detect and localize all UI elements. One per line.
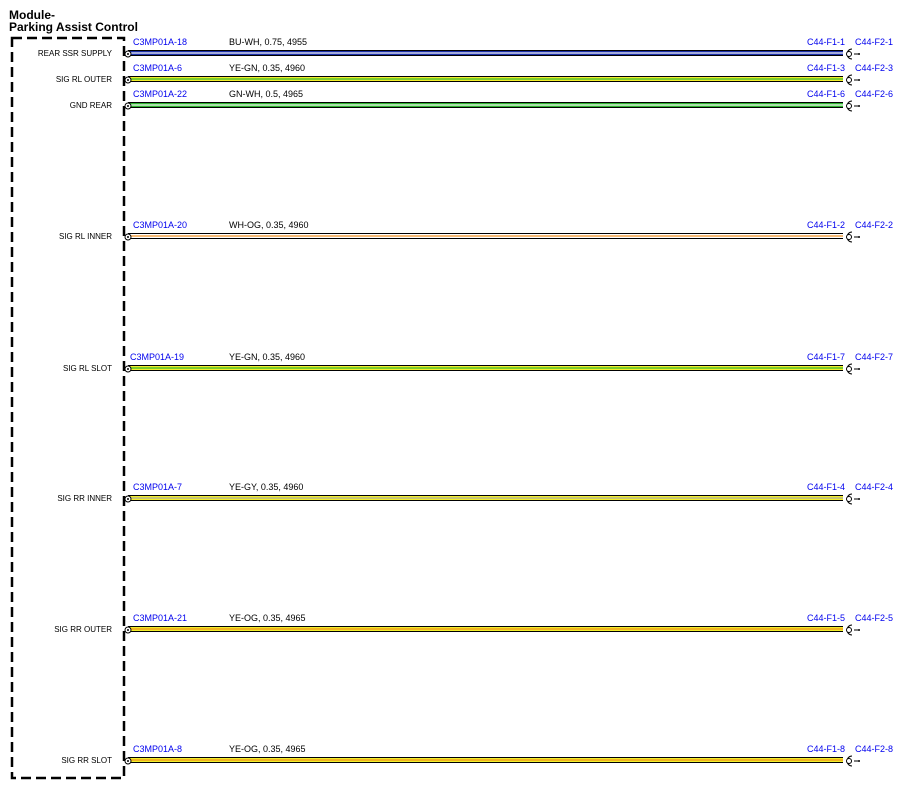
wire-stripe-color [128,759,843,761]
connector-link-left[interactable]: C3MP01A-8 [133,744,183,754]
pin-terminal-dot-icon [127,53,129,55]
connector-lead-dot-icon [858,368,860,370]
pin-terminal-dot-icon [127,760,129,762]
connector-link-right-f1[interactable]: C44-F1-5 [806,613,845,623]
connector-link-right-f1[interactable]: C44-F1-2 [806,220,845,230]
connector-lead-dot-icon [858,53,860,55]
wire-spec-label: YE-GY, 0.35, 4960 [229,482,304,492]
pin-terminal-dot-icon [127,629,129,631]
pin-terminal-dot-icon [127,498,129,500]
connector-pin-icon [846,234,852,240]
wire-stripe-color [128,628,843,630]
connector-link-right-f2[interactable]: C44-F2-7 [854,352,893,362]
connector-pin-icon [846,758,852,764]
connector-link-right-f1[interactable]: C44-F1-6 [806,89,845,99]
pin-label: SIG RL SLOT [62,364,112,373]
pin-terminal-dot-icon [127,236,129,238]
wire-spec-label: YE-GN, 0.35, 4960 [229,63,306,73]
wire-stripe-color [128,497,843,499]
wire-spec-label: BU-WH, 0.75, 4955 [229,37,308,47]
wire-stripe-color [128,367,843,369]
connector-link-left[interactable]: C3MP01A-19 [130,352,185,362]
connector-pin-icon [846,51,852,57]
connector-link-right-f1[interactable]: C44-F1-4 [806,482,845,492]
pin-label: SIG RR OUTER [54,625,112,634]
module-title-line2: Parking Assist Control [9,20,138,34]
connector-link-right-f2[interactable]: C44-F2-6 [854,89,893,99]
connector-pin-icon [846,496,852,502]
pin-label: SIG RR SLOT [61,756,112,765]
connector-lead-dot-icon [858,105,860,107]
connector-link-left[interactable]: C3MP01A-6 [133,63,183,73]
connector-link-left[interactable]: C3MP01A-20 [133,220,188,230]
connector-lead-dot-icon [858,498,860,500]
connector-lead-dot-icon [858,760,860,762]
module-title-line1: Module- [9,8,55,22]
pin-label: SIG RL INNER [58,232,112,241]
connector-link-right-f1[interactable]: C44-F1-1 [806,37,845,47]
pin-label: GND REAR [69,101,112,110]
wire-spec-label: YE-OG, 0.35, 4965 [229,744,306,754]
wire-spec-label: GN-WH, 0.5, 4965 [229,89,304,99]
connector-link-left[interactable]: C3MP01A-22 [133,89,188,99]
wire-spec-label: WH-OG, 0.35, 4960 [229,220,309,230]
connector-link-right-f2[interactable]: C44-F2-2 [854,220,893,230]
connector-link-right-f2[interactable]: C44-F2-3 [854,63,893,73]
connector-link-right-f1[interactable]: C44-F1-3 [806,63,845,73]
connector-link-left[interactable]: C3MP01A-18 [133,37,188,47]
connector-link-right-f1[interactable]: C44-F1-8 [806,744,845,754]
connector-pin-icon [846,77,852,83]
module-boundary [10,36,126,780]
wire-stripe-color [128,78,843,80]
pin-label: SIG RL OUTER [55,75,112,84]
pin-terminal-dot-icon [127,79,129,81]
connector-pin-icon [846,627,852,633]
pin-terminal-dot-icon [127,105,129,107]
connector-pin-icon [846,103,852,109]
connector-link-left[interactable]: C3MP01A-7 [133,482,183,492]
connector-lead-dot-icon [858,79,860,81]
connector-link-right-f2[interactable]: C44-F2-1 [854,37,893,47]
connector-link-left[interactable]: C3MP01A-21 [133,613,188,623]
connector-lead-dot-icon [858,236,860,238]
connector-link-right-f1[interactable]: C44-F1-7 [806,352,845,362]
wire-stripe-color [128,52,843,54]
pin-label: REAR SSR SUPPLY [37,49,112,58]
pin-terminal-dot-icon [127,368,129,370]
connector-link-right-f2[interactable]: C44-F2-8 [854,744,893,754]
wire-spec-label: YE-GN, 0.35, 4960 [229,352,306,362]
wire-stripe-color [128,235,843,237]
connector-pin-icon [846,366,852,372]
connector-lead-dot-icon [858,629,860,631]
connector-link-right-f2[interactable]: C44-F2-5 [854,613,893,623]
wire-spec-label: YE-OG, 0.35, 4965 [229,613,306,623]
wire-stripe-color [128,104,843,106]
connector-link-right-f2[interactable]: C44-F2-4 [854,482,893,492]
pin-label: SIG RR INNER [57,494,112,503]
